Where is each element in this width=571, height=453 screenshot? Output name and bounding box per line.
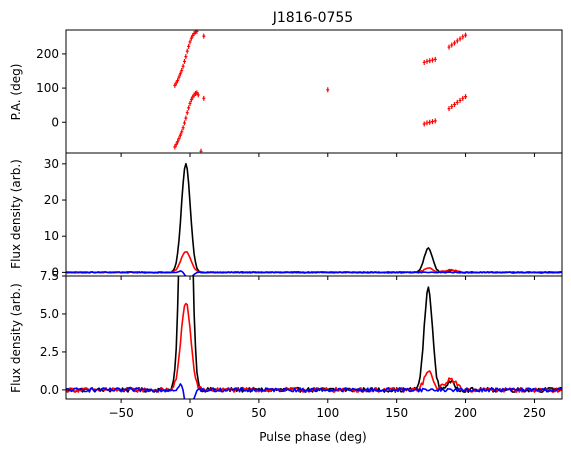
pa-point	[180, 129, 184, 135]
pa-point	[422, 121, 426, 127]
pa-point	[455, 99, 459, 105]
pa-marks	[173, 30, 468, 153]
profile-line-total	[66, 162, 562, 274]
y-tick-label: 30	[44, 157, 59, 171]
pa-point	[177, 74, 181, 80]
pa-point	[422, 59, 426, 65]
x-tick-label: 100	[316, 406, 339, 420]
y-tick-label: 7.5	[40, 269, 59, 283]
pa-point	[461, 95, 465, 101]
pa-point	[428, 58, 432, 64]
panel-flux-zoom: Flux density (arb.) 0.0 2.5 5.0 7.5	[9, 269, 563, 403]
flux-full-plot-area: 0 10 20 30	[44, 152, 563, 280]
pa-point	[181, 63, 185, 69]
pa-point	[326, 87, 330, 93]
pa-point	[455, 38, 459, 44]
chart-title: J1816-0755	[272, 10, 353, 26]
pa-point	[450, 104, 454, 110]
y-tick-label: 0	[51, 265, 59, 279]
pa-point	[180, 67, 184, 73]
pa-plot-area: 0 100 200	[36, 29, 563, 157]
pa-point	[428, 119, 432, 125]
x-tick-label: 250	[523, 406, 546, 420]
pa-point	[177, 136, 181, 142]
pa-point	[458, 36, 462, 42]
profile-line-linear	[66, 251, 562, 274]
y-tick-label: 200	[36, 47, 59, 61]
y-tick-label: 10	[44, 229, 59, 243]
pa-point	[182, 120, 186, 126]
pa-point	[195, 30, 199, 34]
pa-point	[464, 32, 468, 38]
pa-point	[184, 115, 188, 121]
pa-point	[202, 33, 206, 39]
pa-point	[185, 48, 189, 54]
profile-line-circular	[66, 270, 562, 276]
profile-line-total	[66, 276, 562, 393]
pa-point	[433, 118, 437, 124]
pa-point	[453, 101, 457, 107]
pa-point	[425, 120, 429, 126]
y-tick-label: 0	[51, 115, 59, 129]
y-tick-label: 20	[44, 193, 59, 207]
panel-flux-full: Flux density (arb.) 0 10 20 30	[9, 152, 563, 280]
pa-point	[176, 139, 180, 145]
flux-full-ylabel: Flux density (arb.)	[9, 159, 23, 269]
pa-ylabel: P.A. (deg)	[9, 64, 23, 121]
profile-line-circular	[66, 383, 562, 399]
pa-point	[447, 106, 451, 112]
pa-point	[184, 54, 188, 60]
x-tick-label: 50	[251, 406, 266, 420]
pa-point	[188, 100, 192, 106]
pa-point	[178, 132, 182, 138]
pa-point	[433, 56, 437, 62]
panel-pa: P.A. (deg) 0 100 200	[9, 29, 563, 157]
pa-point	[189, 97, 193, 103]
pa-point	[182, 58, 186, 64]
y-tick-label: 0.0	[40, 383, 59, 397]
flux-zoom-marks	[66, 276, 562, 399]
profile-line-linear	[66, 302, 562, 393]
flux-full-marks	[66, 162, 562, 276]
x-tick-label: 150	[385, 406, 408, 420]
flux-zoom-ylabel: Flux density (arb.)	[9, 283, 23, 393]
x-tick-label: −50	[108, 406, 133, 420]
y-tick-label: 2.5	[40, 345, 59, 359]
pa-point	[176, 78, 180, 84]
pa-point	[189, 35, 193, 41]
x-tick-label: 200	[454, 406, 477, 420]
pa-point	[181, 125, 185, 131]
y-tick-label: 100	[36, 81, 59, 95]
pa-point	[196, 92, 200, 98]
x-tick-label: 0	[186, 406, 194, 420]
pa-point	[464, 94, 468, 100]
flux-full-frame	[65, 152, 563, 277]
pa-point	[430, 119, 434, 125]
flux-zoom-plot-area: 0.0 2.5 5.0 7.5	[40, 269, 563, 403]
pa-point	[425, 58, 429, 64]
x-axis-label: Pulse phase (deg)	[259, 430, 366, 444]
pa-frame	[65, 29, 563, 154]
pa-point	[458, 97, 462, 103]
pa-point	[188, 39, 192, 45]
flux-zoom-frame	[65, 275, 563, 400]
pa-point	[187, 43, 191, 49]
pa-point	[430, 57, 434, 63]
pa-point	[202, 95, 206, 101]
pa-point	[178, 71, 182, 77]
pa-point	[461, 34, 465, 40]
pa-point	[447, 44, 451, 50]
pa-point	[174, 141, 178, 147]
pa-point	[187, 105, 191, 111]
pa-point	[453, 40, 457, 46]
y-tick-label: 5.0	[40, 307, 59, 321]
pa-point	[450, 42, 454, 48]
pa-point	[185, 110, 189, 116]
